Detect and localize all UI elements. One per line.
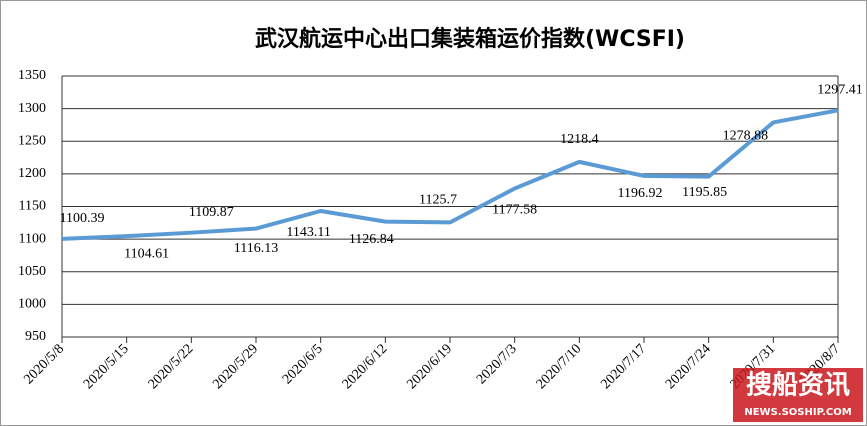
data-label: 1177.58 [492,203,537,218]
y-tick-label: 1250 [18,133,46,148]
data-label: 1278.88 [723,129,769,144]
y-tick-label: 1150 [19,199,46,214]
watermark-name: 搜船资讯 [746,370,850,401]
data-label: 1116.13 [234,241,278,256]
chart-title: 武汉航运中心出口集装箱运价指数(WCSFI) [255,26,685,52]
data-label: 1297.41 [817,83,863,98]
data-label: 1126.84 [349,232,394,247]
y-tick-label: 1300 [18,101,46,116]
data-label: 1143.11 [286,225,330,240]
y-tick-label: 1350 [18,68,46,83]
watermark-site: NEWS.SOSHIP.COM [744,407,851,418]
data-label: 1125.7 [419,193,457,208]
data-label: 1195.85 [682,185,727,200]
data-label: 1104.61 [124,246,169,261]
y-tick-label: 1050 [18,264,46,279]
data-label: 1196.92 [618,186,663,201]
data-label: 1109.87 [189,205,234,220]
data-label: 1218.4 [560,132,599,147]
watermark: 搜船资讯 NEWS.SOSHIP.COM [733,368,863,422]
y-tick-label: 1100 [19,231,46,246]
data-label: 1100.39 [60,211,105,226]
watermark-bg [733,368,863,422]
y-tick-label: 1200 [18,166,46,181]
y-tick-label: 950 [25,329,46,344]
line-series [61,108,839,241]
y-tick-label: 1000 [18,297,46,312]
